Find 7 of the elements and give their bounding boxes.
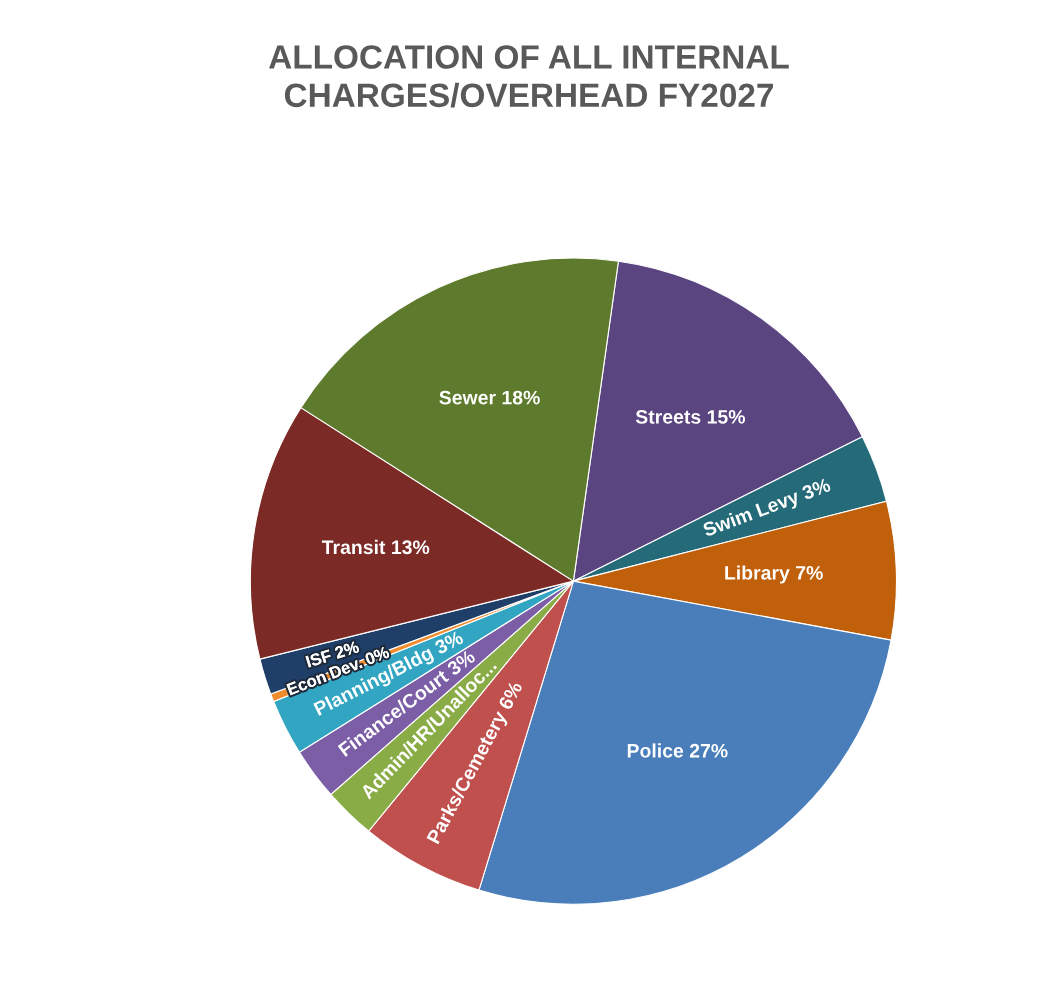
slice-label: Library 7%: [725, 565, 823, 584]
slice-label: Sewer 18%: [439, 390, 540, 405]
slice-label: Streets 15%: [635, 409, 745, 424]
slice-label: Police 27%: [627, 743, 728, 758]
slice-label: Transit 13%: [321, 539, 430, 555]
slice-label: Swim Levy 3%: [701, 477, 833, 541]
chart-title: ALLOCATION OF ALL INTERNAL CHARGES/OVERHEAD FY2027: [269, 45, 789, 108]
